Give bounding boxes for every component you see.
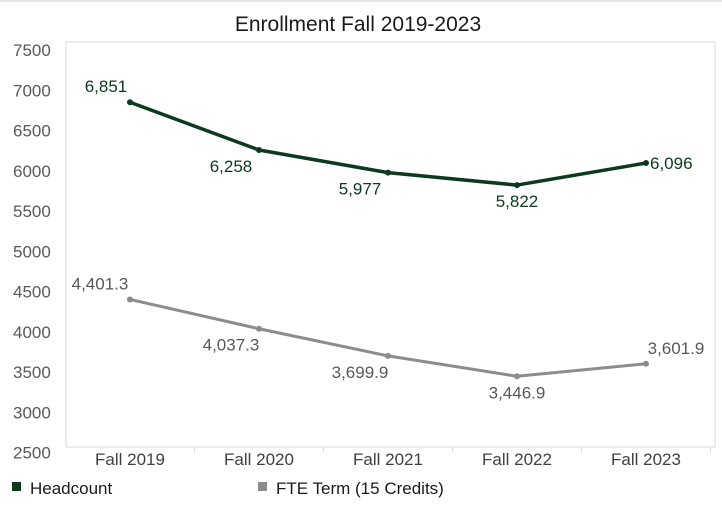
data-point xyxy=(514,182,520,189)
x-tick-label: Fall 2019 xyxy=(95,450,165,469)
data-label: 5,977 xyxy=(339,180,382,199)
legend-swatch xyxy=(258,482,267,491)
y-tick-label: 3000 xyxy=(13,403,51,422)
legend-item: Headcount xyxy=(12,479,113,498)
data-point xyxy=(127,99,133,106)
data-label: 3,699.9 xyxy=(332,363,389,382)
y-tick-label: 6500 xyxy=(13,122,51,141)
legend-swatch xyxy=(12,482,21,491)
y-tick-label: 5000 xyxy=(13,242,51,261)
x-tick-label: Fall 2021 xyxy=(353,450,423,469)
y-tick-label: 5500 xyxy=(13,202,51,221)
data-point xyxy=(256,325,262,332)
series-headcount: 6,851 6,258 5,977 5,822 6,096 xyxy=(85,77,693,211)
data-point xyxy=(514,373,520,380)
y-tick-label: 2500 xyxy=(13,444,51,463)
data-label: 6,096 xyxy=(650,154,693,173)
y-tick-label: 7500 xyxy=(13,41,51,60)
data-point xyxy=(256,146,262,153)
data-label: 6,258 xyxy=(210,157,253,176)
data-label: 4,401.3 xyxy=(72,274,129,293)
data-point xyxy=(643,360,649,367)
y-tick-label: 4500 xyxy=(13,283,51,302)
data-label: 6,851 xyxy=(85,77,128,96)
data-label: 4,037.3 xyxy=(203,336,260,355)
data-point xyxy=(643,160,649,167)
data-label: 3,601.9 xyxy=(648,339,705,358)
data-point xyxy=(385,169,391,176)
y-tick-label: 7000 xyxy=(13,81,51,100)
chart-title: Enrollment Fall 2019-2023 xyxy=(235,13,481,36)
data-point xyxy=(127,296,133,303)
y-tick-label: 4000 xyxy=(13,323,51,342)
legend-item: FTE Term (15 Credits) xyxy=(258,479,444,498)
y-tick-label: 6000 xyxy=(13,162,51,181)
series-fte-term: 4,401.3 4,037.3 3,699.9 3,446.9 3,601.9 xyxy=(72,274,705,402)
x-tick-label: Fall 2022 xyxy=(482,450,552,469)
legend-label: FTE Term (15 Credits) xyxy=(276,479,444,498)
x-tick-label: Fall 2023 xyxy=(611,450,681,469)
y-tick-label: 3500 xyxy=(13,363,51,382)
legend-label: Headcount xyxy=(30,479,113,498)
x-tick-label: Fall 2020 xyxy=(224,450,294,469)
data-point xyxy=(385,352,391,359)
data-label: 3,446.9 xyxy=(489,383,546,402)
data-label: 5,822 xyxy=(496,192,539,211)
